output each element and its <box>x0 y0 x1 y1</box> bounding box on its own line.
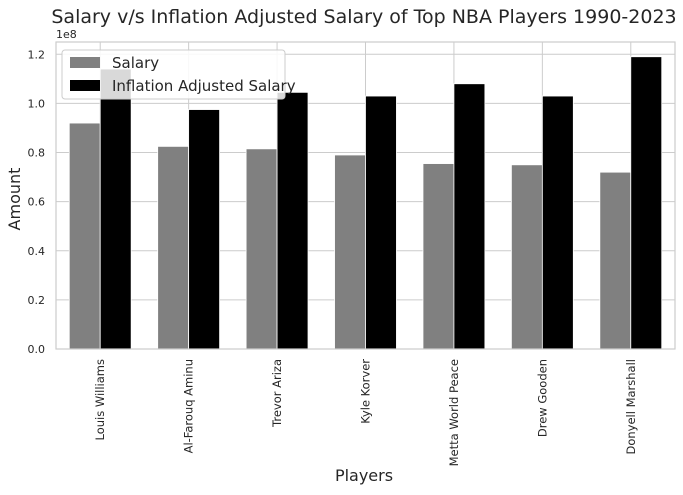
legend: Salary Inflation Adjusted Salary <box>61 49 296 100</box>
y-tick-label: 0.2 <box>28 294 46 307</box>
bar-salary <box>245 148 278 350</box>
y-tick-label: 1.0 <box>28 97 46 110</box>
bar-inflation-adjusted <box>453 83 486 350</box>
x-tick-label: Al-Farouq Aminu <box>182 359 196 453</box>
bar-inflation-adjusted <box>99 68 132 350</box>
legend-entry-inflation-adjusted: Inflation Adjusted Salary <box>112 77 296 95</box>
bar-salary <box>511 164 543 350</box>
y-tick-label: 0.8 <box>28 147 46 160</box>
y-axis-multiplier: 1e8 <box>56 28 77 41</box>
legend-swatch-salary <box>70 57 100 68</box>
bar-inflation-adjusted <box>276 91 309 350</box>
y-tick-labels: 0.0 0.2 0.4 0.6 0.8 1.0 1.2 <box>28 48 46 356</box>
x-tick-label: Kyle Korver <box>359 359 373 424</box>
bar-salary <box>422 163 455 350</box>
bar-salary <box>334 154 366 350</box>
bar-salary <box>599 171 632 350</box>
bar-salary <box>157 145 190 350</box>
x-tick-label: Donyell Marshall <box>624 359 638 455</box>
bar-inflation-adjusted <box>188 109 220 350</box>
x-tick-label: Trevor Ariza <box>270 359 284 428</box>
legend-entry-salary: Salary <box>112 54 159 72</box>
bar-inflation-adjusted <box>630 56 663 350</box>
bar-inflation-adjusted <box>365 95 397 350</box>
chart-title: Salary v/s Inflation Adjusted Salary of … <box>51 6 676 28</box>
y-tick-label: 0.4 <box>28 245 46 258</box>
y-tick-label: 0.6 <box>28 196 46 209</box>
plot-frame <box>55 41 676 350</box>
bars <box>68 56 663 350</box>
x-tick-label: Louis Williams <box>93 359 107 441</box>
y-tick-label: 1.2 <box>28 48 46 61</box>
bar-salary <box>68 122 101 350</box>
bar-inflation-adjusted <box>541 95 574 350</box>
legend-swatch-inflation-adjusted <box>70 80 100 91</box>
legend-box <box>61 49 286 100</box>
x-axis-label: Players <box>335 466 393 485</box>
y-tick-label: 0.0 <box>28 343 46 356</box>
y-axis-label: Amount <box>5 168 24 231</box>
x-tick-label: Metta World Peace <box>447 359 461 466</box>
x-tick-label: Drew Gooden <box>535 359 549 437</box>
x-tick-labels: Louis Williams Al-Farouq Aminu Trevor Ariz… <box>93 359 638 467</box>
